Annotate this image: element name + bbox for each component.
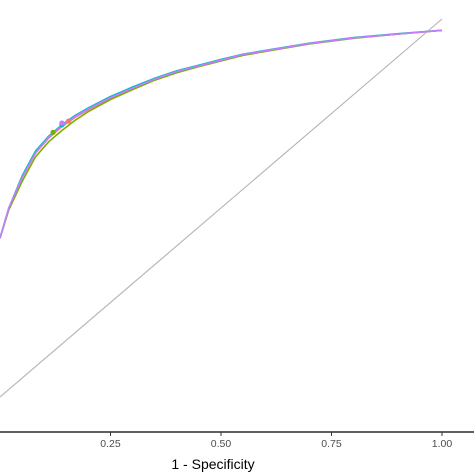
x-axis: 0.25 0.50 0.75 1.00 [0, 431, 474, 450]
roc-point-2 [50, 129, 56, 135]
x-axis-title: 1 - Specificity [171, 456, 254, 472]
roc-curve-4 [0, 29, 443, 239]
roc-curve-2 [0, 29, 443, 239]
roc-point-1 [65, 118, 72, 124]
reference-diagonal-line [0, 18, 443, 398]
plot-panel [0, 18, 443, 398]
roc-point-4 [59, 120, 65, 126]
x-tick-label: 0.50 [211, 438, 232, 450]
x-tick-label: 0.25 [100, 438, 121, 450]
x-tick-label: 1.00 [432, 438, 453, 450]
x-tick-label: 0.75 [321, 438, 342, 450]
